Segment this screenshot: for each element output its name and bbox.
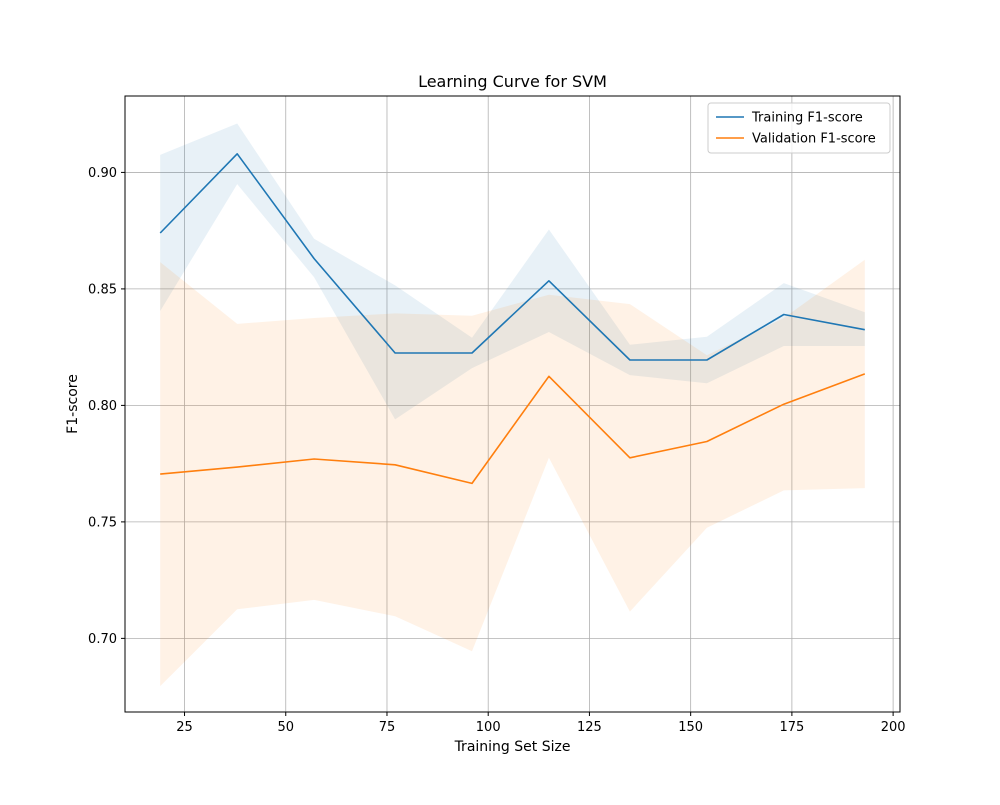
legend-label-1: Validation F1-score (752, 132, 876, 147)
legend-box (707, 102, 891, 154)
series-lines (159, 153, 866, 485)
plot-frame (124, 95, 901, 713)
y-axis-label: F1-score (65, 374, 81, 434)
axis-ticks: 25 50 75 100 125 150 175 200 0.70 0.75 0.80 0.85 0.9… (88, 166, 905, 735)
confidence-band-0 (160, 123, 865, 420)
x-tick-label: 75 (379, 720, 396, 735)
chart-title: Learning Curve for SVM (418, 72, 607, 91)
x-tick-label: 150 (678, 720, 703, 735)
grid-lines (125, 96, 900, 712)
x-tick-label: 25 (176, 720, 193, 735)
legend-label-0: Training F1-score (751, 111, 863, 126)
x-tick-label: 200 (881, 720, 906, 735)
y-tick-label: 0.80 (88, 399, 117, 414)
legend: Training F1-score Validation F1-score (707, 102, 891, 154)
x-tick-label: 50 (277, 720, 294, 735)
y-tick-label: 0.75 (88, 515, 117, 530)
x-tick-label: 175 (779, 720, 804, 735)
x-axis-label: Training Set Size (454, 739, 571, 755)
y-tick-label: 0.70 (88, 632, 117, 647)
confidence-bands (160, 123, 865, 687)
x-tick-label: 100 (476, 720, 501, 735)
y-tick-label: 0.85 (88, 282, 117, 297)
confidence-band-1 (160, 259, 865, 687)
series-line-0 (159, 153, 865, 361)
y-tick-label: 0.90 (88, 166, 117, 181)
series-line-1 (160, 373, 866, 485)
x-tick-label: 125 (577, 720, 602, 735)
